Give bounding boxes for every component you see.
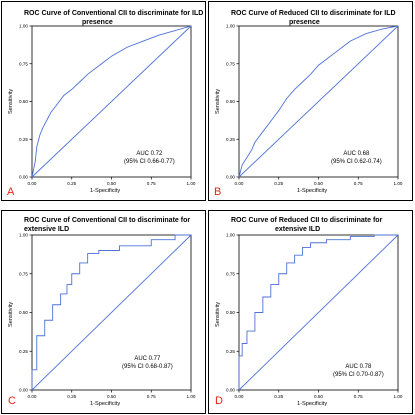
x-tick-label: 0.75 [354, 181, 363, 186]
x-tick-label: 0.75 [354, 394, 363, 399]
y-axis-label: Sensitivity [215, 301, 221, 327]
chart-title-line: presence [289, 18, 320, 26]
x-tick-label: 0.25 [67, 394, 76, 399]
x-axis-label: 1-Specificity [90, 188, 121, 194]
x-tick-label: 0.00 [28, 394, 37, 399]
y-tick-label: 0.00 [226, 388, 235, 393]
y-tick-label: 0.75 [226, 271, 235, 276]
chart-title-line: presence [82, 18, 113, 26]
reference-line [31, 234, 192, 391]
panel-letter: D [215, 395, 223, 407]
roc-plot: 0.00 0.25 0.50 0.75 1.00 0.00 0.25 0.50 0.75 1.00 [19, 24, 196, 186]
x-tick-label: 0.00 [235, 181, 244, 186]
x-tick-label: 0.50 [107, 181, 116, 186]
y-tick-label: 0.25 [226, 349, 235, 354]
auc-value: AUC 0.72 [136, 151, 163, 157]
reference-line [31, 25, 192, 178]
auc-value: AUC 0.78 [345, 364, 372, 370]
auc-ci: (95% CI 0.70-0.87) [333, 372, 384, 378]
y-tick-label: 0.00 [19, 388, 28, 393]
x-tick-label: 0.50 [314, 394, 323, 399]
y-tick-label: 1.00 [226, 233, 235, 238]
x-tick-label: 0.25 [67, 181, 76, 186]
auc-annotation: AUC 0.78 (95% CI 0.70-0.87) [333, 363, 384, 379]
y-tick-label: 0.50 [19, 310, 28, 315]
x-axis-label: 1-Specificity [297, 401, 328, 407]
y-tick-label: 1.00 [19, 24, 28, 29]
x-axis-label: 1-Specificity [297, 188, 328, 194]
x-tick-label: 0.25 [274, 394, 283, 399]
x-tick-label: 0.75 [147, 394, 156, 399]
y-axis-label: Sensitivity [8, 301, 14, 327]
y-tick-label: 1.00 [226, 24, 235, 29]
roc-curve [31, 25, 192, 178]
y-tick-label: 0.50 [226, 99, 235, 104]
reference-line [238, 25, 399, 178]
y-tick-label: 0.25 [19, 137, 28, 142]
x-tick-label: 0.50 [314, 181, 323, 186]
panel-a: ROC Curve of Conventional CII to discrim… [1, 1, 206, 201]
y-tick-label: 0.75 [19, 61, 28, 66]
auc-annotation: AUC 0.77 (95% CI 0.68-0.87) [122, 355, 173, 371]
x-tick-label: 1.00 [187, 181, 196, 186]
roc-plot: 0.00 0.25 0.50 0.75 1.00 0.00 0.25 0.50 0.75 1.00 [226, 233, 403, 399]
y-tick-label: 0.25 [19, 349, 28, 354]
y-tick-label: 0.50 [226, 310, 235, 315]
roc-plot: 0.00 0.25 0.50 0.75 1.00 0.00 0.25 0.50 0.75 1.00 [226, 24, 403, 186]
x-tick-label: 1.00 [394, 181, 403, 186]
auc-value: AUC 0.77 [134, 356, 161, 362]
panel-letter: B [214, 186, 222, 198]
panel-letter: C [8, 395, 16, 407]
x-axis-label: 1-Specificity [90, 401, 121, 407]
auc-annotation: AUC 0.72 (95% CI 0.66-0.77) [124, 150, 175, 166]
x-tick-label: 0.00 [235, 394, 244, 399]
x-tick-label: 0.50 [107, 394, 116, 399]
chart-title-line: ROC Curve of Conventional CII to discrim… [24, 217, 191, 224]
y-tick-label: 0.50 [19, 99, 28, 104]
y-tick-label: 0.00 [226, 175, 235, 180]
y-tick-label: 0.75 [19, 271, 28, 276]
y-tick-label: 0.25 [226, 137, 235, 142]
panel-c: ROC Curve of Conventional CII to discrim… [1, 210, 206, 414]
x-tick-label: 1.00 [187, 394, 196, 399]
chart-title: ROC Curve of Reduced CII to discriminate… [231, 10, 396, 27]
y-axis-label: Sensitivity [8, 88, 14, 114]
chart-title-line: ROC Curve of Reduced CII to discriminate… [231, 217, 383, 224]
reference-line [238, 234, 399, 391]
panel-letter: A [7, 186, 15, 198]
chart-title-line: ROC Curve of Conventional CII to discrim… [24, 10, 204, 17]
auc-ci: (95% CI 0.68-0.87) [122, 364, 173, 370]
chart-title-line: extensive ILD [275, 225, 321, 233]
roc-plot: 0.00 0.25 0.50 0.75 1.00 0.00 0.25 0.50 0.75 1.00 [19, 233, 196, 399]
panel-b: ROC Curve of Reduced CII to discriminate… [208, 1, 413, 201]
auc-ci: (95% CI 0.62-0.74) [331, 159, 382, 165]
roc-curve [238, 25, 399, 178]
chart-title-line: extensive ILD [24, 225, 70, 233]
x-tick-label: 0.25 [274, 181, 283, 186]
x-tick-label: 1.00 [394, 394, 403, 399]
panel-d: ROC Curve of Reduced CII to discriminate… [208, 210, 413, 414]
y-tick-label: 1.00 [19, 233, 28, 238]
chart-title: ROC Curve of Conventional CII to discrim… [24, 10, 203, 27]
chart-title: ROC Curve of Reduced CII to discriminate… [231, 217, 382, 234]
y-axis-label: Sensitivity [215, 88, 221, 114]
chart-title: ROC Curve of Conventional CII to discrim… [24, 217, 190, 234]
auc-ci: (95% CI 0.66-0.77) [124, 159, 175, 165]
chart-title-line: ROC Curve of Reduced CII to discriminate… [231, 10, 396, 17]
x-tick-label: 0.75 [147, 181, 156, 186]
auc-annotation: AUC 0.68 (95% CI 0.62-0.74) [331, 150, 382, 166]
roc-curve [31, 234, 191, 390]
roc-curve [238, 234, 398, 390]
y-tick-label: 0.75 [226, 61, 235, 66]
auc-value: AUC 0.68 [343, 151, 370, 157]
x-tick-label: 0.00 [28, 181, 37, 186]
y-tick-label: 0.00 [19, 175, 28, 180]
